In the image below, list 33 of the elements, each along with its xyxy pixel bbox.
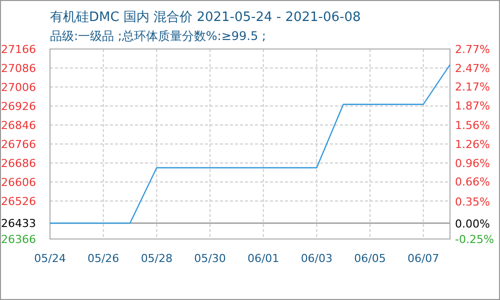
y2-tick-label: 2.77% [455, 43, 490, 56]
y-tick-label: 26433 [1, 217, 36, 230]
y2-tick-label: 1.56% [455, 119, 490, 132]
x-tick-label: 06/03 [300, 252, 333, 265]
y2-tick-label: 1.87% [455, 100, 490, 113]
line-series [49, 64, 451, 224]
y-tick-label: 27006 [1, 81, 36, 94]
y-tick-label: 26686 [1, 157, 36, 170]
y-tick-label: 26926 [1, 100, 36, 113]
y-tick-label: 26846 [1, 119, 36, 132]
x-tick-label: 05/26 [87, 252, 120, 265]
y2-tick-label: 0.96% [455, 156, 490, 170]
y-tick-label: 26366 [1, 233, 36, 246]
x-tick-label: 06/01 [247, 252, 280, 265]
x-tick-label: 05/28 [140, 252, 173, 265]
chart-subtitle: 品级:一级品 ;总环体质量分数%:≥99.5 ; [50, 29, 266, 43]
y2-tick-label: 2.17% [455, 80, 490, 94]
y2-tick-label: 0.00% [455, 217, 490, 230]
x-tick-label: 05/30 [194, 252, 226, 265]
x-tick-label: 05/24 [34, 252, 66, 265]
y-tick-label: 26766 [1, 138, 36, 151]
y-tick-label: 26606 [1, 176, 36, 189]
y-tick-label: 27086 [1, 62, 36, 75]
y2-tick-label: 0.35% [455, 195, 490, 208]
y-tick-label: 26526 [1, 195, 36, 208]
y2-tick-label: -0.25% [455, 233, 494, 246]
chart-title: 有机硅DMC 国内 混合价 2021-05-24 - 2021-06-08 [50, 10, 361, 25]
y2-tick-label: 1.26% [455, 138, 490, 151]
x-tick-label: 06/07 [407, 252, 440, 265]
y-tick-label: 27166 [1, 43, 36, 56]
x-tick-label: 06/05 [354, 252, 386, 265]
y2-tick-label: 2.47% [455, 62, 490, 75]
y2-tick-label: 0.66% [455, 176, 490, 189]
